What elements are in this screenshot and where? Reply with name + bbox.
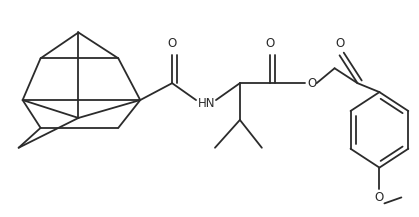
Text: O: O [265,37,274,50]
Text: O: O [308,77,317,90]
Text: HN: HN [198,97,215,110]
Text: O: O [375,191,384,204]
Text: O: O [168,37,177,50]
Text: O: O [335,37,344,50]
